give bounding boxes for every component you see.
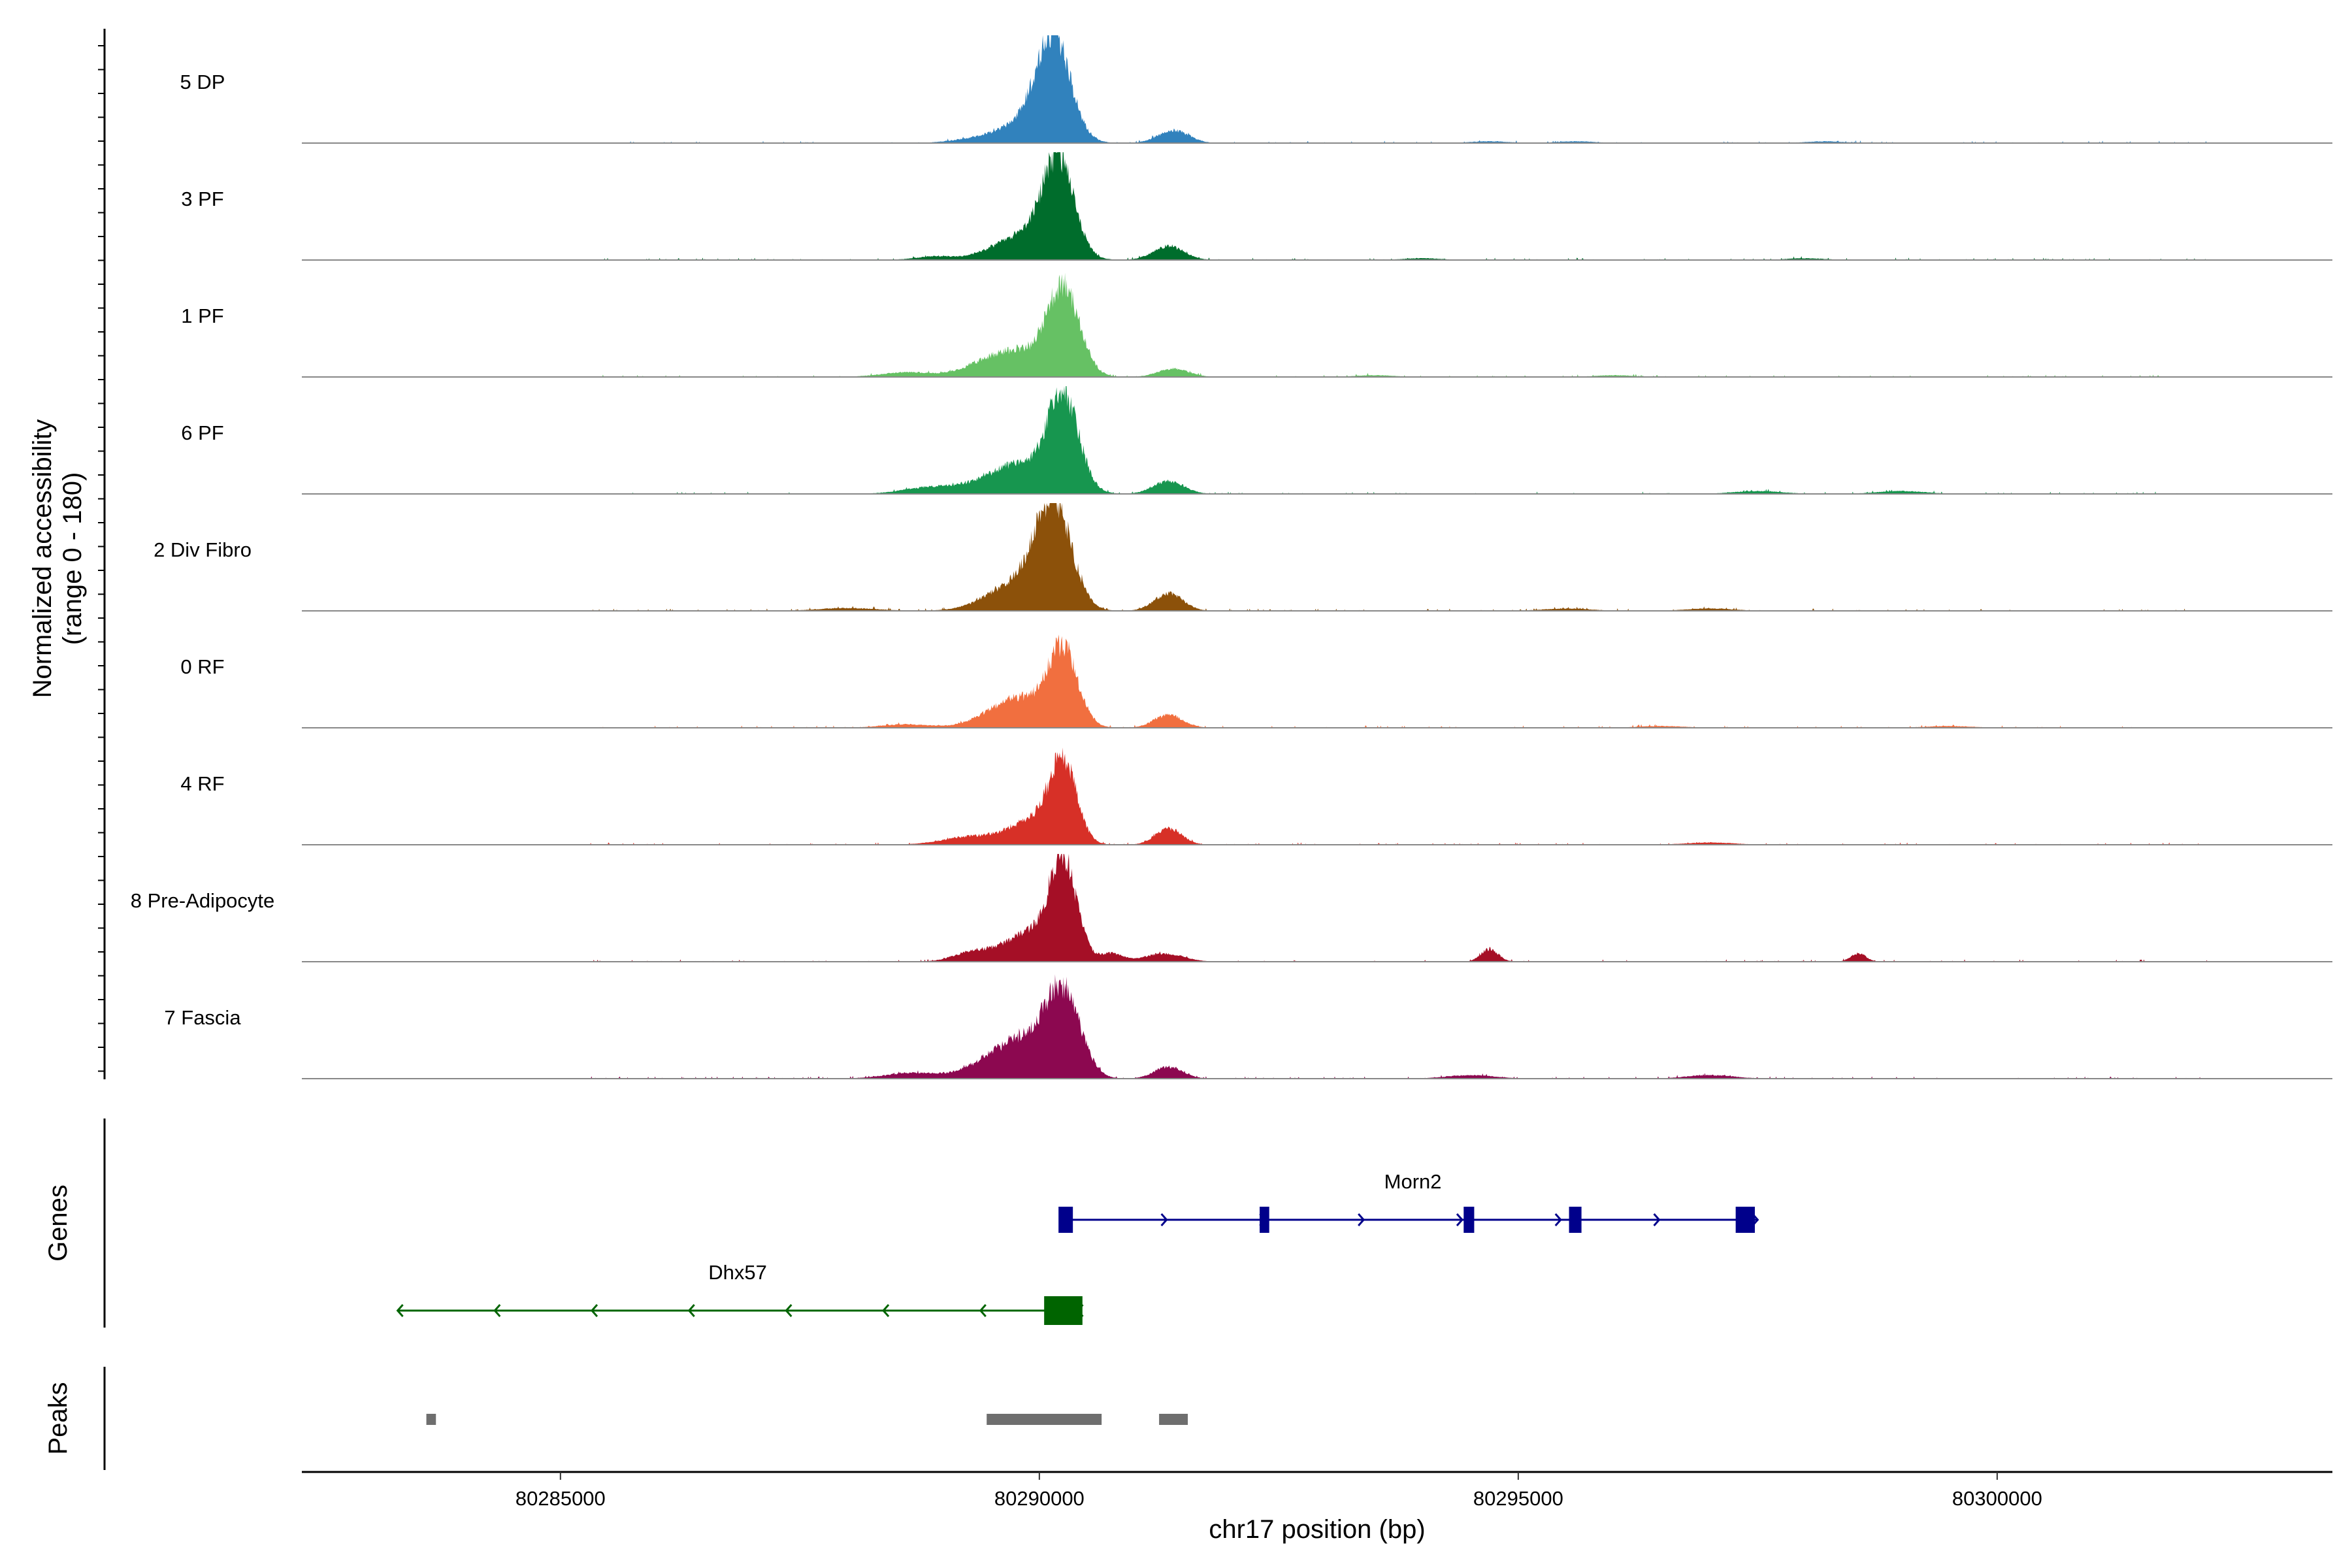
x-tick-label: 80285000: [515, 1487, 606, 1510]
gene-name: Morn2: [1384, 1170, 1442, 1193]
peak-region: [426, 1414, 436, 1425]
track-label: 3 PF: [181, 188, 223, 210]
track-label: 7 Fascia: [164, 1006, 241, 1029]
coverage-area: [302, 35, 2332, 143]
coverage-area: [302, 747, 2332, 845]
track-label: 5 DP: [180, 71, 225, 93]
strand-arrow: [493, 1304, 501, 1317]
track-6-pf: 6 PF: [181, 386, 2332, 495]
y-axis-title-line: (range 0 - 180): [58, 472, 87, 645]
track-label: 1 PF: [181, 304, 223, 327]
exon: [1058, 1207, 1073, 1233]
track-3-pf: 3 PF: [181, 152, 2332, 261]
coverage-area: [302, 503, 2332, 611]
gene-name: Dhx57: [708, 1261, 767, 1284]
x-tick-label: 80290000: [994, 1487, 1085, 1510]
exon: [1463, 1207, 1475, 1233]
x-tick-label: 80295000: [1473, 1487, 1563, 1510]
track-label: 2 Div Fibro: [154, 538, 252, 561]
exon: [1569, 1207, 1582, 1233]
strand-arrow: [1160, 1213, 1168, 1226]
peak-region: [1159, 1414, 1188, 1425]
coverage-area: [302, 974, 2332, 1079]
y-axis-title-line: Normalized accessibility: [28, 419, 57, 698]
strand-arrow: [1358, 1213, 1365, 1226]
strand-arrow: [785, 1304, 792, 1317]
strand-arrow: [396, 1304, 404, 1317]
peak-region: [987, 1414, 1102, 1425]
track-0-rf: 0 RF: [180, 634, 2332, 728]
coverage-area: [302, 272, 2332, 377]
x-axis-title: chr17 position (bp): [1209, 1515, 1425, 1544]
track-label: 4 RF: [180, 772, 224, 795]
track-8-pre-adipocyte: 8 Pre-Adipocyte: [131, 854, 2332, 962]
track-label: 0 RF: [180, 655, 224, 678]
gene-dhx57: Dhx57: [396, 1261, 1084, 1325]
exon: [1735, 1207, 1755, 1233]
strand-arrow: [687, 1304, 695, 1317]
gene-track: Morn2 Dhx57: [396, 1170, 1759, 1325]
coverage-tracks: 5 DP 3 PF 1 PF 6 PF 2 Div Fibro 0 RF 4 RF 8 Pre…: [131, 35, 2332, 1079]
track-4-rf: 4 RF: [180, 747, 2332, 845]
genes-track-label: Genes: [44, 1184, 73, 1262]
strand-arrow: [590, 1304, 598, 1317]
peaks-track-label: Peaks: [44, 1382, 73, 1454]
track-7-fascia: 7 Fascia: [164, 974, 2332, 1079]
coverage-area: [302, 854, 2332, 962]
axes: Normalized accessibility(range 0 - 180) G…: [28, 29, 2332, 1544]
strand-arrow: [1653, 1213, 1661, 1226]
strand-arrow: [882, 1304, 890, 1317]
peak-track: [426, 1414, 1188, 1425]
x-tick-label: 80300000: [1952, 1487, 2042, 1510]
coverage-area: [302, 634, 2332, 728]
track-5-dp: 5 DP: [180, 35, 2332, 144]
strand-arrow: [1456, 1213, 1464, 1226]
strand-arrow: [979, 1304, 987, 1317]
coverage-area: [302, 152, 2332, 260]
track-1-pf: 1 PF: [181, 272, 2332, 378]
exon: [1044, 1296, 1083, 1325]
track-label: 8 Pre-Adipocyte: [131, 889, 275, 912]
gene-morn2: Morn2: [1058, 1170, 1759, 1233]
strand-arrow: [1554, 1213, 1562, 1226]
exon: [1260, 1207, 1269, 1233]
coverage-area: [302, 386, 2332, 494]
y-axis-title: Normalized accessibility(range 0 - 180): [28, 419, 87, 698]
track-2-div-fibro: 2 Div Fibro: [154, 503, 2332, 612]
track-label: 6 PF: [181, 421, 223, 444]
